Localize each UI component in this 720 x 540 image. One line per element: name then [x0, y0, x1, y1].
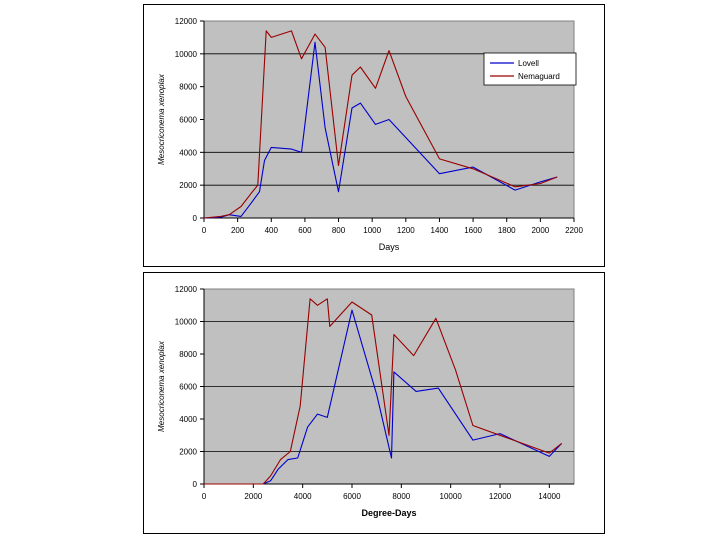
y-tick-label: 6000 [179, 116, 197, 125]
x-tick-label: 8000 [392, 492, 410, 501]
y-tick-label: 6000 [179, 383, 197, 392]
x-tick-label: 1000 [363, 226, 381, 235]
y-tick-label: 10000 [175, 50, 198, 59]
x-axis-label: Days [379, 242, 400, 252]
chart-degree-days: 0 2000 4000 6000 8000 10000 12000 0 2000 4000 6000… [157, 285, 575, 518]
x-tick-label: 1200 [397, 226, 415, 235]
x-tick-label: 2000 [244, 492, 262, 501]
x-tick-label: 400 [265, 226, 279, 235]
x-tick-label: 600 [298, 226, 312, 235]
y-axis-label: Mesocriconema xenoplax [157, 73, 166, 165]
y-tick-label: 8000 [179, 83, 197, 92]
series-line-nemaguard [203, 30, 558, 219]
x-tick-label: 200 [231, 226, 245, 235]
series-line-lovell [203, 41, 558, 219]
y-axis-label: Mesocriconema xenoplax [157, 340, 166, 432]
x-tick-label: 1800 [498, 226, 516, 235]
y-tick-label: 4000 [179, 148, 197, 157]
chart-panel-days: 0 2000 4000 6000 8000 10000 12000 0 200 400 600 800… [143, 4, 605, 267]
x-tick-label: 800 [332, 226, 346, 235]
chart-panel-degree-days: 0 2000 4000 6000 8000 10000 12000 0 2000 4000 6000… [143, 272, 605, 534]
legend-label-lovell: Lovell [518, 59, 539, 68]
x-tick-label: 4000 [294, 492, 312, 501]
x-tick-label: 12000 [489, 492, 512, 501]
series-line-nemaguard [204, 298, 563, 485]
x-tick-label: 1400 [431, 226, 449, 235]
y-tick-label: 12000 [175, 285, 198, 294]
x-tick-label: 0 [202, 492, 207, 501]
y-tick-label: 0 [193, 214, 198, 223]
y-tick-label: 8000 [179, 350, 197, 359]
chart-days: 0 2000 4000 6000 8000 10000 12000 0 200 400 600 800… [157, 17, 583, 252]
x-tick-label: 2000 [531, 226, 549, 235]
x-tick-label: 0 [202, 226, 207, 235]
y-tick-label: 2000 [179, 448, 197, 457]
legend-box [483, 52, 577, 86]
series-line-lovell [204, 309, 563, 485]
x-tick-label: 6000 [343, 492, 361, 501]
x-tick-label: 2200 [565, 226, 583, 235]
x-tick-label: 1600 [464, 226, 482, 235]
y-tick-label: 12000 [175, 17, 198, 26]
legend-label-nemaguard: Nemaguard [518, 72, 560, 81]
y-tick-label: 4000 [179, 415, 197, 424]
y-tick-label: 0 [193, 480, 198, 489]
x-axis-label: Degree-Days [361, 508, 416, 518]
y-tick-label: 10000 [175, 318, 198, 327]
x-tick-label: 14000 [538, 492, 561, 501]
y-tick-label: 2000 [179, 181, 197, 190]
x-tick-label: 10000 [440, 492, 463, 501]
